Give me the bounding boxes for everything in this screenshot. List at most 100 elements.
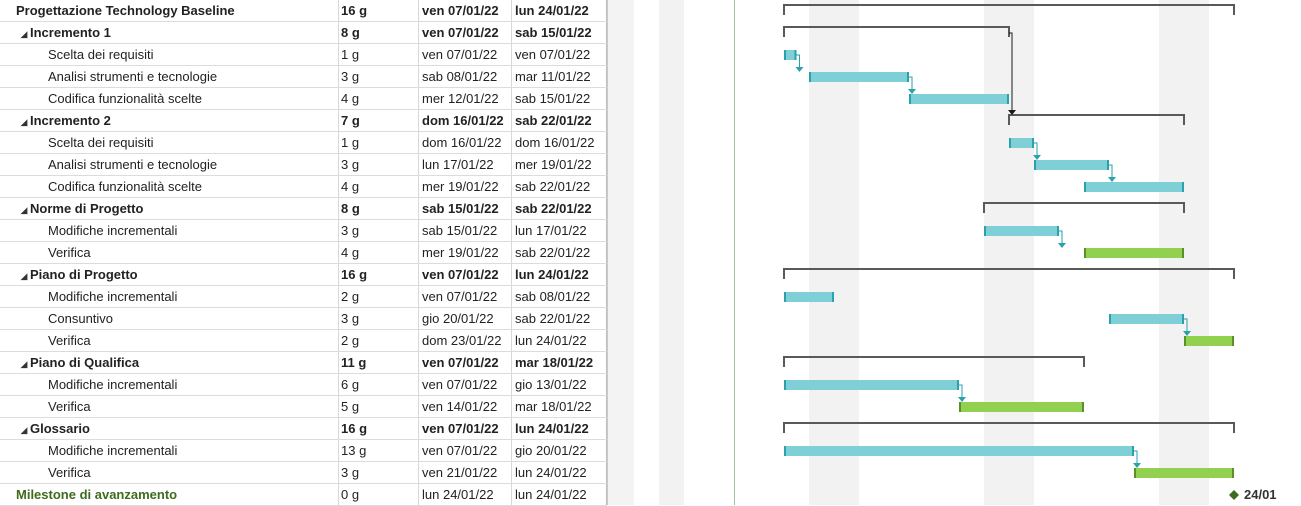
task-start[interactable]: gio 20/01/22 — [419, 308, 512, 329]
collapse-triangle-icon[interactable]: ◢ — [20, 29, 28, 39]
task-name-cell[interactable]: ◢ Norme di Progetto — [0, 198, 339, 219]
task-end[interactable]: sab 15/01/22 — [512, 88, 607, 109]
task-end[interactable]: mar 11/01/22 — [512, 66, 607, 87]
task-end[interactable]: lun 17/01/22 — [512, 220, 607, 241]
task-start[interactable]: sab 15/01/22 — [419, 198, 512, 219]
task-end[interactable]: gio 20/01/22 — [512, 440, 607, 461]
task-name-cell[interactable]: Progettazione Technology Baseline — [0, 0, 339, 21]
task-row[interactable]: ◢ Piano di Progetto 16 g ven 07/01/22 lun 24… — [0, 264, 607, 286]
task-duration[interactable]: 4 g — [339, 242, 419, 263]
task-name-cell[interactable]: ◢ Incremento 1 — [0, 22, 339, 43]
task-row[interactable]: Modifiche incrementali 6 g ven 07/01/22 gio… — [0, 374, 607, 396]
task-start[interactable]: mer 19/01/22 — [419, 242, 512, 263]
task-start[interactable]: ven 07/01/22 — [419, 0, 512, 21]
task-end[interactable]: mar 18/01/22 — [512, 396, 607, 417]
task-end[interactable]: lun 24/01/22 — [512, 264, 607, 285]
task-duration[interactable]: 13 g — [339, 440, 419, 461]
task-name-cell[interactable]: Modifiche incrementali — [0, 374, 339, 395]
task-row[interactable]: Codifica funzionalità scelte 4 g mer 19/01… — [0, 176, 607, 198]
task-row[interactable]: Analisi strumenti e tecnologie 3 g sab 08/… — [0, 66, 607, 88]
task-end[interactable]: lun 24/01/22 — [512, 484, 607, 505]
task-duration[interactable]: 5 g — [339, 396, 419, 417]
task-duration[interactable]: 3 g — [339, 462, 419, 483]
task-duration[interactable]: 0 g — [339, 484, 419, 505]
task-start[interactable]: dom 23/01/22 — [419, 330, 512, 351]
task-row[interactable]: Codifica funzionalità scelte 4 g mer 12/01… — [0, 88, 607, 110]
task-end[interactable]: sab 22/01/22 — [512, 242, 607, 263]
task-duration[interactable]: 3 g — [339, 66, 419, 87]
task-name-cell[interactable]: ◢ Glossario — [0, 418, 339, 439]
task-duration[interactable]: 4 g — [339, 176, 419, 197]
task-name-cell[interactable]: Scelta dei requisiti — [0, 132, 339, 153]
task-end[interactable]: sab 22/01/22 — [512, 308, 607, 329]
task-duration[interactable]: 2 g — [339, 330, 419, 351]
task-name-cell[interactable]: Modifiche incrementali — [0, 286, 339, 307]
task-name-cell[interactable]: Modifiche incrementali — [0, 220, 339, 241]
task-start[interactable]: dom 16/01/22 — [419, 132, 512, 153]
task-name-cell[interactable]: Verifica — [0, 462, 339, 483]
task-duration[interactable]: 2 g — [339, 286, 419, 307]
task-row[interactable]: Scelta dei requisiti 1 g ven 07/01/22 ven 0… — [0, 44, 607, 66]
collapse-triangle-icon[interactable]: ◢ — [20, 117, 28, 127]
task-name-cell[interactable]: Codifica funzionalità scelte — [0, 88, 339, 109]
task-start[interactable]: mer 19/01/22 — [419, 176, 512, 197]
task-duration[interactable]: 8 g — [339, 198, 419, 219]
task-row[interactable]: Modifiche incrementali 13 g ven 07/01/22 gi… — [0, 440, 607, 462]
collapse-triangle-icon[interactable]: ◢ — [20, 271, 28, 281]
task-name-cell[interactable]: Codifica funzionalità scelte — [0, 176, 339, 197]
task-start[interactable]: sab 08/01/22 — [419, 66, 512, 87]
task-duration[interactable]: 7 g — [339, 110, 419, 131]
task-start[interactable]: ven 07/01/22 — [419, 286, 512, 307]
task-name-cell[interactable]: Verifica — [0, 330, 339, 351]
task-end[interactable]: ven 07/01/22 — [512, 44, 607, 65]
task-row[interactable]: Scelta dei requisiti 1 g dom 16/01/22 dom 1… — [0, 132, 607, 154]
task-start[interactable]: ven 21/01/22 — [419, 462, 512, 483]
task-name-cell[interactable]: Scelta dei requisiti — [0, 44, 339, 65]
task-row[interactable]: Consuntivo 3 g gio 20/01/22 sab 22/01/22 — [0, 308, 607, 330]
task-row[interactable]: Verifica 2 g dom 23/01/22 lun 24/01/22 — [0, 330, 607, 352]
task-start[interactable]: ven 07/01/22 — [419, 44, 512, 65]
task-row[interactable]: Verifica 5 g ven 14/01/22 mar 18/01/22 — [0, 396, 607, 418]
task-name-cell[interactable]: ◢ Incremento 2 — [0, 110, 339, 131]
task-row[interactable]: Verifica 4 g mer 19/01/22 sab 22/01/22 — [0, 242, 607, 264]
task-duration[interactable]: 16 g — [339, 418, 419, 439]
task-duration[interactable]: 1 g — [339, 44, 419, 65]
task-duration[interactable]: 11 g — [339, 352, 419, 373]
task-end[interactable]: lun 24/01/22 — [512, 0, 607, 21]
task-name-cell[interactable]: Modifiche incrementali — [0, 440, 339, 461]
task-end[interactable]: dom 16/01/22 — [512, 132, 607, 153]
task-start[interactable]: ven 07/01/22 — [419, 352, 512, 373]
task-name-cell[interactable]: Analisi strumenti e tecnologie — [0, 154, 339, 175]
task-start[interactable]: ven 07/01/22 — [419, 264, 512, 285]
task-row[interactable]: Modifiche incrementali 2 g ven 07/01/22 sab… — [0, 286, 607, 308]
task-start[interactable]: sab 15/01/22 — [419, 220, 512, 241]
task-row[interactable]: ◢ Glossario 16 g ven 07/01/22 lun 24/01/22 — [0, 418, 607, 440]
task-end[interactable]: sab 22/01/22 — [512, 110, 607, 131]
task-start[interactable]: ven 07/01/22 — [419, 374, 512, 395]
task-start[interactable]: ven 07/01/22 — [419, 418, 512, 439]
collapse-triangle-icon[interactable]: ◢ — [20, 425, 28, 435]
task-name-cell[interactable]: Milestone di avanzamento — [0, 484, 339, 505]
task-start[interactable]: ven 14/01/22 — [419, 396, 512, 417]
task-row[interactable]: Analisi strumenti e tecnologie 3 g lun 17/… — [0, 154, 607, 176]
task-name-cell[interactable]: Analisi strumenti e tecnologie — [0, 66, 339, 87]
task-duration[interactable]: 8 g — [339, 22, 419, 43]
task-row[interactable]: Modifiche incrementali 3 g sab 15/01/22 lun… — [0, 220, 607, 242]
task-row[interactable]: ◢ Piano di Qualifica 11 g ven 07/01/22 mar 1… — [0, 352, 607, 374]
task-duration[interactable]: 1 g — [339, 132, 419, 153]
grid-chart-divider[interactable] — [607, 0, 634, 505]
task-duration[interactable]: 16 g — [339, 0, 419, 21]
task-row[interactable]: Verifica 3 g ven 21/01/22 lun 24/01/22 — [0, 462, 607, 484]
task-end[interactable]: sab 22/01/22 — [512, 198, 607, 219]
task-name-cell[interactable]: Consuntivo — [0, 308, 339, 329]
task-start[interactable]: ven 07/01/22 — [419, 440, 512, 461]
task-name-cell[interactable]: Verifica — [0, 242, 339, 263]
task-end[interactable]: mar 18/01/22 — [512, 352, 607, 373]
task-row[interactable]: ◢ Norme di Progetto 8 g sab 15/01/22 sab 22/… — [0, 198, 607, 220]
task-end[interactable]: sab 15/01/22 — [512, 22, 607, 43]
task-start[interactable]: mer 12/01/22 — [419, 88, 512, 109]
task-row[interactable]: Progettazione Technology Baseline 16 g ven… — [0, 0, 607, 22]
task-end[interactable]: lun 24/01/22 — [512, 330, 607, 351]
task-name-cell[interactable]: ◢ Piano di Progetto — [0, 264, 339, 285]
